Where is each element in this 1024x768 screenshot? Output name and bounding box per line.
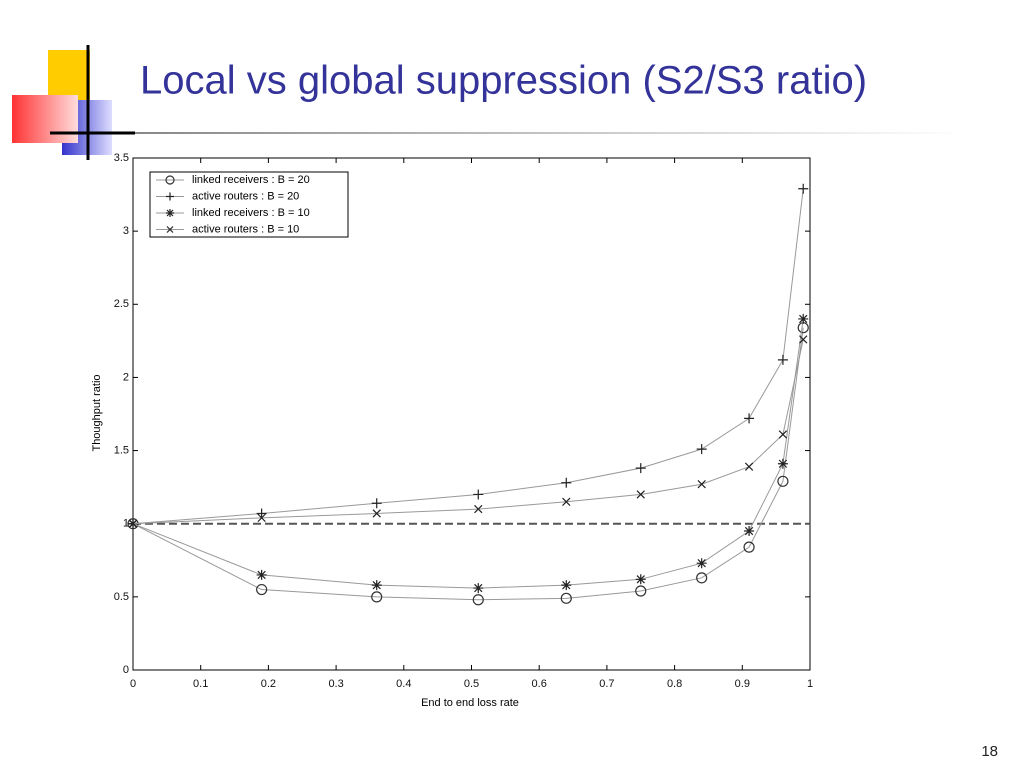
x-tick-label: 1 <box>807 678 813 690</box>
y-tick-label: 3 <box>123 225 129 237</box>
legend-marker <box>166 226 174 233</box>
legend-marker <box>166 192 174 201</box>
x-tick-label: 0 <box>130 678 136 690</box>
data-point <box>743 541 755 553</box>
data-point <box>474 504 483 514</box>
data-point <box>371 580 382 591</box>
data-point <box>798 183 809 194</box>
legend-marker <box>165 175 175 185</box>
data-point <box>473 583 484 594</box>
decor-square <box>12 95 78 143</box>
data-point <box>635 585 647 597</box>
y-axis-label: Thoughput ratio <box>91 374 103 451</box>
legend-label: active routers : B = 10 <box>192 223 299 235</box>
legend-marker <box>166 209 174 217</box>
data-point <box>778 430 788 439</box>
x-tick-label: 0.9 <box>735 678 750 690</box>
data-point <box>635 463 646 474</box>
series-line <box>132 188 804 525</box>
data-point <box>561 477 572 488</box>
data-point <box>744 526 755 537</box>
data-point <box>777 458 788 469</box>
data-point <box>635 574 646 585</box>
data-point <box>777 354 788 365</box>
data-point <box>744 413 755 424</box>
data-point <box>371 498 382 509</box>
x-axis-label: End to end loss rate <box>421 697 519 709</box>
data-point <box>744 462 754 471</box>
data-point <box>256 569 267 580</box>
data-point <box>472 594 484 606</box>
y-tick-label: 1.5 <box>114 444 129 456</box>
data-point <box>696 572 708 584</box>
data-point <box>256 508 267 519</box>
x-tick-label: 0.3 <box>328 678 343 690</box>
data-point <box>777 475 789 487</box>
data-point <box>256 583 268 596</box>
data-point <box>372 509 381 518</box>
y-tick-label: 0 <box>123 664 129 676</box>
data-point <box>561 580 572 591</box>
slide-title: Local vs global suppression (S2/S3 ratio… <box>140 59 867 103</box>
data-point <box>560 592 572 604</box>
series-line <box>132 327 804 601</box>
y-tick-label: 3.5 <box>114 152 129 164</box>
data-point <box>128 519 138 528</box>
x-tick-label: 0.7 <box>599 678 614 690</box>
data-point <box>371 591 383 603</box>
data-point <box>697 480 706 489</box>
series-line <box>132 318 804 589</box>
data-point <box>562 497 571 506</box>
y-tick-label: 1 <box>123 518 129 530</box>
data-point <box>473 489 484 500</box>
decor-square <box>48 50 90 100</box>
y-tick-label: 2.5 <box>114 298 129 310</box>
x-tick-label: 0.4 <box>396 678 411 690</box>
legend-box <box>149 171 349 238</box>
series-line <box>132 339 804 525</box>
page-number: 18 <box>981 743 998 760</box>
x-tick-label: 0.2 <box>261 678 276 690</box>
data-point <box>257 513 266 523</box>
data-point <box>799 335 808 344</box>
legend-label: linked receivers : B = 20 <box>192 174 310 186</box>
x-tick-label: 0.5 <box>464 678 479 690</box>
y-tick-label: 2 <box>123 371 129 383</box>
data-point <box>696 444 707 455</box>
x-tick-label: 0.1 <box>193 678 208 690</box>
data-point <box>798 313 809 324</box>
legend-label: linked receivers : B = 10 <box>192 207 310 219</box>
data-point <box>696 558 707 569</box>
x-tick-label: 0.6 <box>532 678 547 690</box>
title-rule <box>135 132 965 134</box>
legend-label: active routers : B = 20 <box>192 190 299 202</box>
x-tick-label: 0.8 <box>667 678 682 690</box>
y-tick-label: 0.5 <box>114 591 129 603</box>
data-point <box>636 490 645 499</box>
